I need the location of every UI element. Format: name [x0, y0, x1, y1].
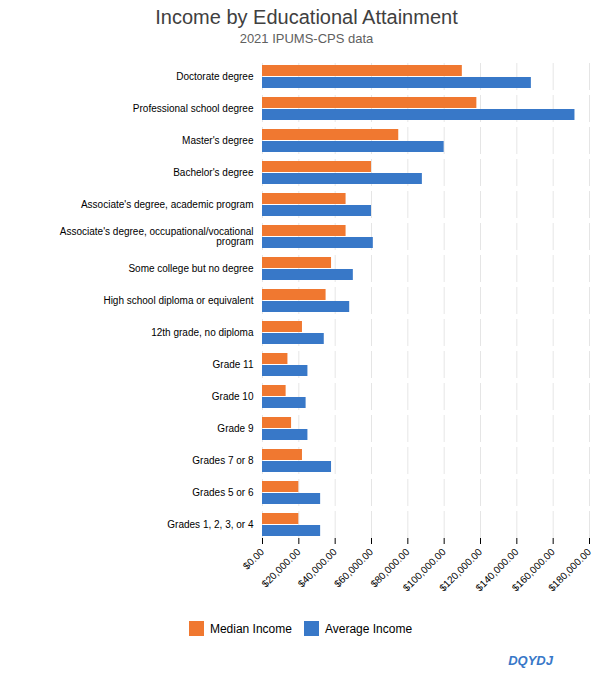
svg-text:$180,000.00: $180,000.00: [546, 546, 593, 593]
svg-text:Professional school degree: Professional school degree: [133, 103, 254, 114]
svg-text:Grades 1, 2, 3, or 4: Grades 1, 2, 3, or 4: [167, 519, 254, 530]
svg-text:High school diploma or equival: High school diploma or equivalent: [103, 295, 253, 306]
svg-text:Bachelor's degree: Bachelor's degree: [173, 167, 254, 178]
svg-text:$0.00: $0.00: [241, 546, 267, 572]
svg-text:Grade 11: Grade 11: [213, 359, 254, 370]
svg-text:Grades 5 or 6: Grades 5 or 6: [192, 487, 254, 498]
svg-text:$160,000.00: $160,000.00: [509, 546, 557, 594]
html-text:Income by Educational Attainme: Income by Educational Attainment: [155, 6, 458, 28]
svg-text:$40,000.00: $40,000.00: [295, 546, 339, 590]
html-text:Average Income: Average Income: [324, 621, 413, 636]
svg-text:$120,000.00: $120,000.00: [437, 546, 485, 594]
svg-text:Associate's degree, academic p: Associate's degree, academic program: [81, 199, 254, 210]
svg-text:Grade 9: Grade 9: [217, 423, 254, 434]
svg-text:Associate's degree, occupation: Associate's degree, occupational/vocatio…: [60, 226, 254, 247]
svg-text:Master's degree: Master's degree: [182, 135, 254, 146]
svg-text:$60,000.00: $60,000.00: [332, 546, 376, 590]
html-text:DQYDJ: DQYDJ: [508, 653, 553, 668]
svg-text:Doctorate degree: Doctorate degree: [176, 71, 254, 82]
html-text:Median Income: Median Income: [209, 621, 292, 636]
svg-text:$140,000.00: $140,000.00: [473, 546, 521, 594]
html-text:2021 IPUMS-CPS data: 2021 IPUMS-CPS data: [239, 31, 374, 46]
svg-text:Grade 10: Grade 10: [212, 391, 254, 402]
svg-text:Grades 7 or 8: Grades 7 or 8: [192, 455, 254, 466]
svg-text:Some college but no degree: Some college but no degree: [128, 263, 254, 274]
svg-text:$80,000.00: $80,000.00: [368, 546, 412, 590]
svg-text:$100,000.00: $100,000.00: [400, 546, 448, 594]
svg-text:12th grade, no diploma: 12th grade, no diploma: [151, 327, 254, 338]
svg-text:$20,000.00: $20,000.00: [259, 546, 303, 590]
